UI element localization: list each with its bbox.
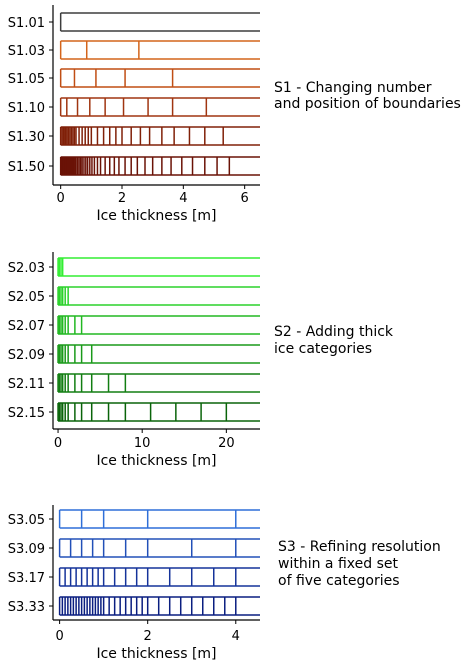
y-tick-label: S3.17 [8,571,45,586]
y-tick-label: S2.05 [8,290,45,305]
x-tick-label: 4 [179,191,187,206]
panel-annotation: S2 - Adding thick [274,324,394,340]
y-tick-label: S1.10 [8,101,45,116]
panel-annotation: within a fixed set [278,556,398,572]
y-tick-label: S1.03 [8,44,45,59]
x-tick-label: 0 [55,629,63,644]
x-tick-label: 2 [118,191,126,206]
y-tick-label: S1.30 [8,130,45,145]
y-tick-label: S2.09 [8,348,45,363]
y-tick-label: S2.07 [8,319,45,334]
panel-annotation: ice categories [274,341,372,357]
y-tick-label: S2.03 [8,261,45,276]
y-tick-label: S1.05 [8,72,45,87]
x-axis-label: Ice thickness [m] [96,646,216,662]
panel-annotation: S1 - Changing number [274,80,432,96]
x-axis-label: Ice thickness [m] [96,208,216,224]
y-tick-label: S3.33 [8,600,45,615]
x-tick-label: 0 [54,436,62,451]
y-tick-label: S3.05 [8,513,45,528]
y-tick-label: S1.50 [8,160,45,175]
x-tick-label: 4 [232,629,240,644]
panel-annotation: S3 - Refining resolution [278,539,441,555]
y-tick-label: S3.09 [8,542,45,557]
y-tick-label: S2.11 [8,377,45,392]
y-tick-label: S1.01 [8,16,45,31]
y-tick-label: S2.15 [8,406,45,421]
x-tick-label: 10 [134,436,151,451]
panel-annotation: and position of boundaries [274,96,461,112]
x-tick-label: 0 [57,191,65,206]
x-tick-label: 6 [241,191,249,206]
x-axis-label: Ice thickness [m] [96,453,216,469]
panel-annotation: of five categories [278,573,400,589]
x-tick-label: 2 [144,629,152,644]
x-tick-label: 20 [218,436,235,451]
